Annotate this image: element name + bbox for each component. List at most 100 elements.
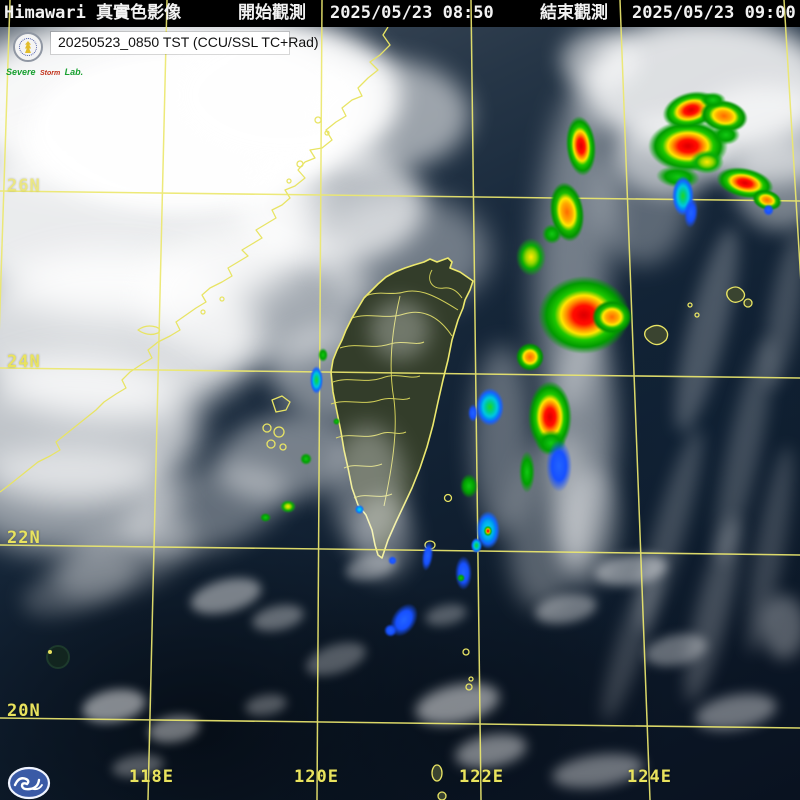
parallel-26n [0, 190, 800, 202]
radar-echo-cell [419, 540, 436, 572]
product-title: Himawari 真實色影像 [4, 3, 182, 23]
cloud-blob [370, 300, 430, 360]
lab-name: Severe Storm Lab. [6, 62, 83, 80]
batanes-islet [465, 683, 473, 691]
lon-label-122e: 122E [459, 767, 504, 787]
green-island [443, 493, 453, 503]
radar-echo-cell [516, 238, 546, 276]
radar-echo-cell [690, 150, 724, 174]
radar-echo-cell [384, 624, 397, 637]
lat-label-22n: 22N [7, 528, 41, 548]
radar-echo-cell [546, 440, 572, 492]
radar-echo-cell [682, 197, 700, 229]
penghu-islet [273, 426, 285, 438]
university-seal-icon [13, 32, 43, 62]
lon-label-120e: 120E [294, 767, 339, 787]
radar-echo-cell [280, 500, 296, 513]
parallel-22n [0, 544, 800, 556]
radar-echo-cell [519, 451, 535, 493]
iriomote-island [644, 324, 669, 346]
radar-echo-cell [563, 114, 599, 178]
pagoda-icon [25, 41, 31, 53]
lat-label-26n: 26N [7, 176, 41, 196]
product-label-box: 20250523_0850 TST (CCU/SSL TC+Rad) [51, 32, 319, 54]
lat-label-24n: 24N [7, 352, 41, 372]
batanes-islet [437, 791, 447, 800]
lab-word-severe: Severe [6, 67, 36, 77]
title-bar [0, 0, 800, 27]
cloud-blob [0, 445, 180, 555]
title-bar-text: Himawari 真實色影像 開始觀測 2025/05/23 08:50 結束觀… [0, 0, 800, 27]
start-obs-label: 開始觀測 [238, 3, 306, 23]
radar-echo-cell [700, 92, 726, 108]
ocean-shade [250, 560, 670, 800]
radar-echo-cell [333, 418, 340, 425]
batanes-islet [462, 648, 470, 656]
cloud-blob [300, 60, 470, 170]
meridian-118e [147, 0, 168, 800]
cloud-blob [330, 425, 405, 550]
radar-echo-cell [460, 474, 478, 498]
islet [694, 312, 700, 318]
radar-echo-cell [355, 505, 364, 514]
coastal-islet [296, 160, 304, 168]
radar-echo-cell [542, 224, 562, 244]
lat-label-20n: 20N [7, 701, 41, 721]
radar-echo-cell [763, 204, 774, 216]
meridian-116e [0, 0, 11, 331]
itbayat-island [431, 764, 443, 782]
parallel-24n [0, 367, 800, 379]
start-obs-time: 2025/05/23 08:50 [330, 3, 494, 23]
radar-echo-cell [455, 556, 472, 590]
radar-echo-cell [300, 453, 312, 465]
penghu-islet [279, 443, 287, 451]
typhoon-swirl-logo-icon [7, 766, 51, 800]
batanes-islet [468, 676, 474, 682]
cloud-blob [762, 595, 800, 659]
islet [687, 302, 693, 308]
radar-echo-cell [592, 300, 632, 334]
coastal-islet [200, 309, 206, 315]
end-obs-label: 結束觀測 [540, 3, 608, 23]
meridian-120e [316, 0, 323, 800]
cloud-blob [560, 30, 640, 90]
dongsha-atoll [46, 645, 70, 669]
penghu-islands [271, 395, 291, 413]
radar-echo-cell [310, 366, 323, 394]
lab-word-lab: Lab. [64, 67, 84, 77]
taiwan-county-borders [330, 269, 463, 507]
radar-echo-cell [476, 388, 504, 426]
lon-label-124e: 124E [627, 767, 672, 787]
coastal-islet [219, 296, 225, 302]
radar-echo-cell [471, 538, 482, 553]
coastal-islet [324, 130, 330, 136]
lon-label-118e: 118E [129, 767, 174, 787]
cloud-blob [472, 345, 532, 535]
radar-echo-cell [516, 343, 544, 371]
radar-echo-cell [468, 404, 478, 422]
taiwan-island [330, 257, 474, 559]
meridian-126e [783, 0, 800, 280]
coastal-islet [286, 178, 292, 184]
radar-echo-cell [484, 526, 492, 536]
parallel-20n [0, 717, 800, 729]
meridian-124e [619, 0, 651, 800]
severe-storm-lab-logo: Severe Storm Lab. [6, 31, 83, 77]
radar-echo-cell [388, 556, 397, 565]
radar-echo-cell [318, 348, 328, 362]
radar-echo-cell [712, 125, 740, 145]
penghu-islet [266, 439, 276, 449]
radar-echo-cell [457, 574, 465, 582]
radar-echo-cell [260, 513, 271, 522]
lab-word-storm: Storm [39, 70, 61, 77]
ishigaki-island [726, 286, 746, 303]
china-coastline [0, 26, 391, 493]
islet [743, 298, 753, 308]
end-obs-time: 2025/05/23 09:00 [632, 3, 796, 23]
penghu-islet [262, 423, 272, 433]
